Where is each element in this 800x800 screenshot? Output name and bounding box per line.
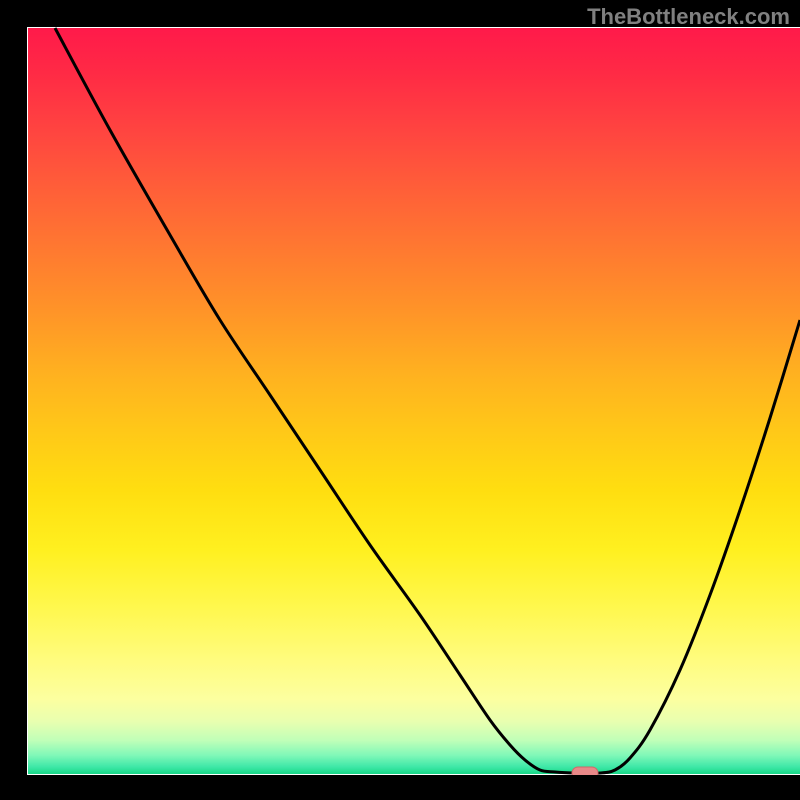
bottleneck-chart bbox=[0, 0, 800, 800]
frame-bottom bbox=[0, 775, 800, 800]
frame-left bbox=[0, 0, 27, 800]
chart-container: TheBottleneck.com bbox=[0, 0, 800, 800]
watermark-text: TheBottleneck.com bbox=[587, 4, 790, 30]
